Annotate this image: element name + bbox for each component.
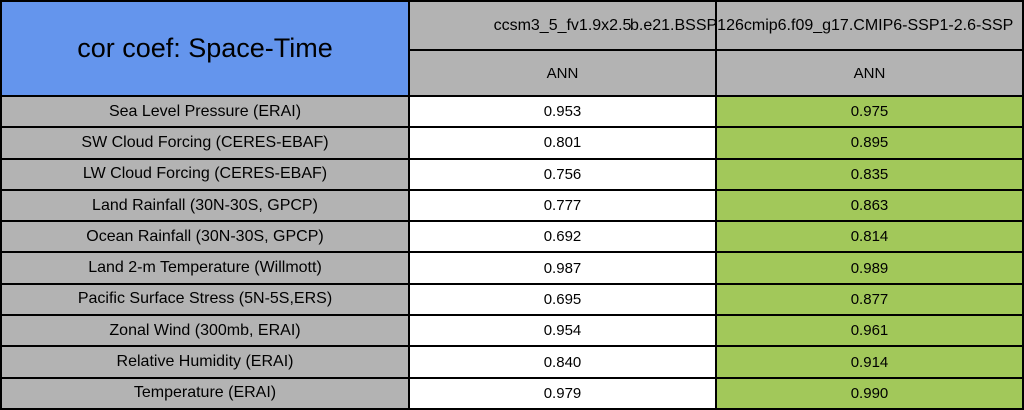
value-cell-model-1: 0.953 <box>410 97 717 129</box>
table-row: Temperature (ERAI) 0.979 0.990 <box>2 378 1024 410</box>
value-cell-model-1: 0.987 <box>410 253 717 285</box>
value-cell-model-1: 0.777 <box>410 190 717 223</box>
row-label: Relative Humidity (ERAI) <box>116 353 294 371</box>
row-label: Temperature (ERAI) <box>133 384 277 402</box>
row-label-cell: Ocean Rainfall (30N-30S, GPCP) <box>2 222 410 254</box>
table-row: Relative Humidity (ERAI) 0.840 0.914 <box>2 347 1024 379</box>
value-cell-model-1: 0.979 <box>410 378 717 410</box>
value-cell-model-1: 0.756 <box>410 159 717 191</box>
value-cell-model-2: 0.814 <box>717 222 1024 254</box>
row-label: Land Rainfall (30N-30S, GPCP) <box>92 196 318 214</box>
correlation-value: 0.953 <box>543 103 582 121</box>
table-header: cor coef: Space-Time ccsm3_5_fv1.9x2.5 b… <box>2 2 1024 97</box>
value-cell-model-2: 0.914 <box>717 347 1024 379</box>
season-label: ANN <box>853 64 886 82</box>
correlation-value: 0.863 <box>850 197 889 215</box>
value-cell-model-2: 0.895 <box>717 128 1024 160</box>
value-cell-model-2: 0.961 <box>717 316 1024 348</box>
row-label-cell: Temperature (ERAI) <box>2 378 410 410</box>
value-cell-model-1: 0.840 <box>410 347 717 379</box>
value-cell-model-1: 0.801 <box>410 128 717 160</box>
value-cell-model-1: 0.954 <box>410 316 717 348</box>
row-label-cell: SW Cloud Forcing (CERES-EBAF) <box>2 128 410 160</box>
correlation-value: 0.777 <box>543 197 582 215</box>
correlation-value: 0.840 <box>543 353 582 371</box>
table-row: Pacific Surface Stress (5N-5S,ERS) 0.695… <box>2 284 1024 317</box>
correlation-value: 0.756 <box>543 165 582 183</box>
row-label: Pacific Surface Stress (5N-5S,ERS) <box>77 290 333 308</box>
season-label: ANN <box>546 64 579 82</box>
column-header-model-1: ccsm3_5_fv1.9x2.5 <box>410 2 717 51</box>
correlation-value: 0.914 <box>850 353 889 371</box>
correlation-value: 0.895 <box>850 134 889 152</box>
table-row: Land 2-m Temperature (Willmott) 0.987 0.… <box>2 253 1024 285</box>
correlation-value: 0.990 <box>850 384 889 402</box>
table-body: Sea Level Pressure (ERAI) 0.953 0.975 SW… <box>2 97 1024 410</box>
correlation-value: 0.877 <box>850 290 889 308</box>
table-row: Land Rainfall (30N-30S, GPCP) 0.777 0.86… <box>2 190 1024 223</box>
table-row: LW Cloud Forcing (CERES-EBAF) 0.756 0.83… <box>2 159 1024 191</box>
correlation-value: 0.989 <box>850 259 889 277</box>
row-label: Zonal Wind (300mb, ERAI) <box>109 321 301 339</box>
table-title-cell: cor coef: Space-Time <box>2 2 410 97</box>
correlation-value: 0.979 <box>543 384 582 402</box>
row-label-cell: Pacific Surface Stress (5N-5S,ERS) <box>2 284 410 317</box>
model-2-name: b.e21.BSSP126cmip6.f09_g17.CMIP6-SSP1-2.… <box>630 16 1014 34</box>
row-label-cell: Land 2-m Temperature (Willmott) <box>2 253 410 285</box>
value-cell-model-2: 0.877 <box>717 284 1024 317</box>
value-cell-model-2: 0.835 <box>717 159 1024 191</box>
table-row: Zonal Wind (300mb, ERAI) 0.954 0.961 <box>2 316 1024 348</box>
row-label: Ocean Rainfall (30N-30S, GPCP) <box>86 227 324 245</box>
season-header-model-2: ANN <box>717 51 1024 97</box>
value-cell-model-1: 0.695 <box>410 284 717 317</box>
row-label-cell: Sea Level Pressure (ERAI) <box>2 97 410 129</box>
season-header-model-1: ANN <box>410 51 717 97</box>
value-cell-model-2: 0.990 <box>717 378 1024 410</box>
row-label-cell: Zonal Wind (300mb, ERAI) <box>2 316 410 348</box>
correlation-value: 0.975 <box>850 103 889 121</box>
column-header-model-2: b.e21.BSSP126cmip6.f09_g17.CMIP6-SSP1-2.… <box>630 2 1024 51</box>
value-cell-model-1: 0.692 <box>410 222 717 254</box>
value-cell-model-2: 0.863 <box>717 190 1024 223</box>
row-label: Sea Level Pressure (ERAI) <box>108 102 302 120</box>
row-label-cell: Land Rainfall (30N-30S, GPCP) <box>2 190 410 223</box>
correlation-value: 0.692 <box>543 228 582 246</box>
table-row: Ocean Rainfall (30N-30S, GPCP) 0.692 0.8… <box>2 222 1024 254</box>
correlation-value: 0.695 <box>543 290 582 308</box>
correlation-value: 0.987 <box>543 259 582 277</box>
correlation-value: 0.954 <box>543 322 582 340</box>
table-title: cor coef: Space-Time <box>77 33 333 63</box>
row-label: SW Cloud Forcing (CERES-EBAF) <box>81 133 329 151</box>
value-cell-model-2: 0.975 <box>717 97 1024 129</box>
model-1-name: ccsm3_5_fv1.9x2.5 <box>493 16 632 34</box>
row-label-cell: LW Cloud Forcing (CERES-EBAF) <box>2 159 410 191</box>
table-row: Sea Level Pressure (ERAI) 0.953 0.975 <box>2 97 1024 129</box>
row-label: Land 2-m Temperature (Willmott) <box>88 259 322 277</box>
correlation-value: 0.801 <box>543 134 582 152</box>
correlation-value: 0.835 <box>850 165 889 183</box>
table-row: SW Cloud Forcing (CERES-EBAF) 0.801 0.89… <box>2 128 1024 160</box>
value-cell-model-2: 0.989 <box>717 253 1024 285</box>
correlation-value: 0.814 <box>850 228 889 246</box>
row-label-cell: Relative Humidity (ERAI) <box>2 347 410 379</box>
row-label: LW Cloud Forcing (CERES-EBAF) <box>82 165 328 183</box>
correlation-value: 0.961 <box>850 322 889 340</box>
